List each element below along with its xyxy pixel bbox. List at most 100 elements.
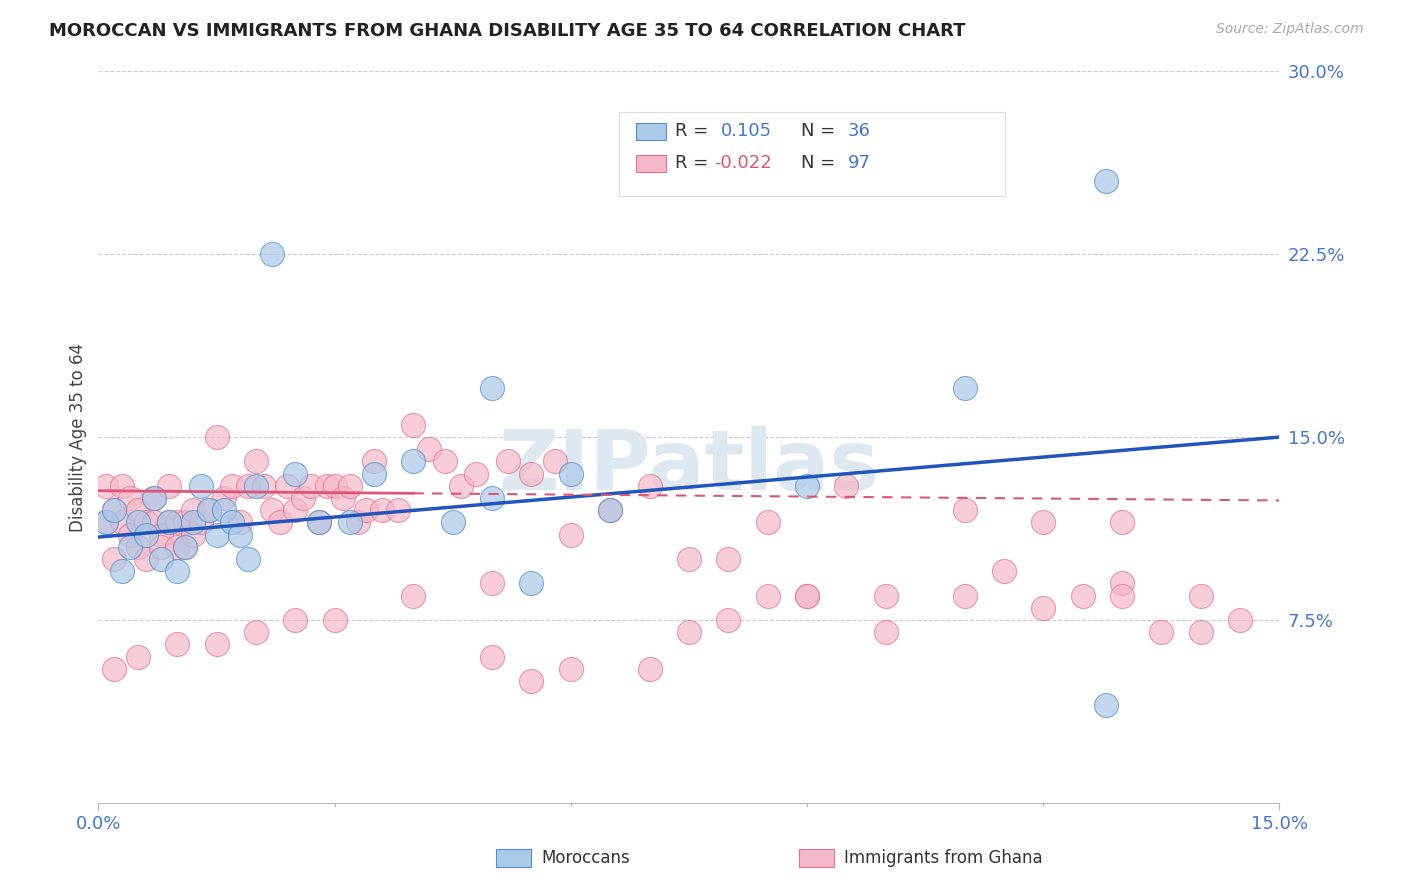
Point <box>142 491 165 505</box>
Point <box>402 589 425 603</box>
Point <box>197 503 219 517</box>
Point <box>181 527 204 541</box>
Point <box>111 564 134 578</box>
Text: 36: 36 <box>848 122 870 140</box>
Point <box>1229 613 1251 627</box>
Point <box>638 479 661 493</box>
Point <box>103 503 125 517</box>
Text: 0.105: 0.105 <box>721 122 772 140</box>
Point <box>363 467 385 481</box>
Point <box>1111 589 1133 603</box>
Point <box>181 516 204 530</box>
Point <box>717 552 740 566</box>
Point <box>347 516 370 530</box>
Point <box>1071 589 1094 603</box>
Point <box>1032 516 1054 530</box>
Point <box>678 552 700 566</box>
Point <box>1032 600 1054 615</box>
Point <box>433 454 456 468</box>
Text: MOROCCAN VS IMMIGRANTS FROM GHANA DISABILITY AGE 35 TO 64 CORRELATION CHART: MOROCCAN VS IMMIGRANTS FROM GHANA DISABI… <box>49 22 966 40</box>
Point <box>371 503 394 517</box>
Point <box>103 552 125 566</box>
Text: -0.022: -0.022 <box>714 154 772 172</box>
Point <box>308 516 330 530</box>
Point <box>269 516 291 530</box>
Point <box>181 503 204 517</box>
Point <box>284 503 307 517</box>
Point <box>875 589 897 603</box>
Point <box>332 491 354 505</box>
Point <box>717 613 740 627</box>
Point <box>190 479 212 493</box>
Text: N =: N = <box>801 154 835 172</box>
Point <box>96 516 118 530</box>
Point <box>166 637 188 651</box>
Point <box>1150 625 1173 640</box>
Point <box>103 662 125 676</box>
Point <box>450 479 472 493</box>
Point <box>796 479 818 493</box>
Point <box>387 503 409 517</box>
Point <box>284 467 307 481</box>
Point <box>221 479 243 493</box>
Text: Moroccans: Moroccans <box>541 849 630 867</box>
Point <box>1189 625 1212 640</box>
Point <box>481 649 503 664</box>
Point <box>135 516 157 530</box>
Text: R =: R = <box>675 122 709 140</box>
Point <box>157 516 180 530</box>
Point <box>1095 174 1118 188</box>
Point <box>260 503 283 517</box>
Point <box>835 479 858 493</box>
Point <box>520 673 543 688</box>
Point <box>118 540 141 554</box>
Point <box>520 576 543 591</box>
Text: Immigrants from Ghana: Immigrants from Ghana <box>844 849 1042 867</box>
Point <box>599 503 621 517</box>
Point <box>308 516 330 530</box>
Y-axis label: Disability Age 35 to 64: Disability Age 35 to 64 <box>69 343 87 532</box>
Point <box>560 662 582 676</box>
Text: N =: N = <box>801 122 835 140</box>
Point <box>465 467 488 481</box>
Point <box>599 503 621 517</box>
Point <box>150 540 173 554</box>
Point <box>1111 576 1133 591</box>
Point <box>481 491 503 505</box>
Point <box>127 503 149 517</box>
Point <box>245 479 267 493</box>
Point <box>236 479 259 493</box>
Point <box>142 491 165 505</box>
Text: 97: 97 <box>848 154 870 172</box>
Point <box>135 552 157 566</box>
Point <box>1189 589 1212 603</box>
Point <box>205 527 228 541</box>
Point <box>323 613 346 627</box>
Point <box>135 527 157 541</box>
Point <box>1095 698 1118 713</box>
Point <box>638 662 661 676</box>
Point <box>441 516 464 530</box>
Point <box>299 479 322 493</box>
Point <box>96 479 118 493</box>
Text: Source: ZipAtlas.com: Source: ZipAtlas.com <box>1216 22 1364 37</box>
Point <box>284 613 307 627</box>
Point <box>481 381 503 395</box>
Point <box>354 503 377 517</box>
Point <box>323 479 346 493</box>
Point <box>166 516 188 530</box>
Point <box>174 540 197 554</box>
Point <box>166 540 188 554</box>
Point <box>111 516 134 530</box>
Text: R =: R = <box>675 154 709 172</box>
Point <box>229 527 252 541</box>
Point <box>111 479 134 493</box>
Point <box>96 516 118 530</box>
Point <box>339 516 361 530</box>
Point <box>142 516 165 530</box>
Point <box>190 516 212 530</box>
Point <box>953 381 976 395</box>
Point <box>245 454 267 468</box>
Point <box>496 454 519 468</box>
Point <box>402 417 425 432</box>
